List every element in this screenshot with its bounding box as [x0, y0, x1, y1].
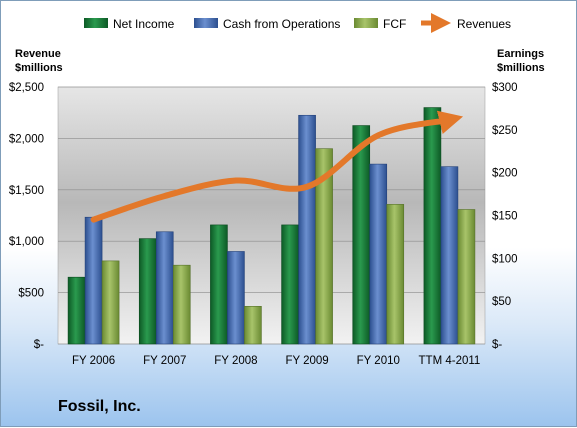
bar-fcf: [101, 260, 120, 345]
gridlines: [58, 86, 485, 345]
right-axis-title-line1: Earnings: [497, 48, 544, 60]
revenue-line-group: [90, 110, 464, 223]
legend-swatch-fcf: [354, 18, 378, 28]
bar-cash-from-operations: [369, 163, 388, 345]
left-axis-title-line1: Revenue: [15, 48, 61, 60]
bar-cash-from-operations: [298, 114, 316, 345]
right-tick-label: $-: [492, 339, 502, 351]
company-name: Fossil, Inc.: [58, 398, 141, 415]
left-tick-label: $2,000: [9, 133, 44, 145]
bar-net-income: [67, 276, 86, 345]
legend-label-revenues: Revenues: [457, 17, 511, 31]
bar-fcf: [386, 204, 405, 345]
right-tick-label: $250: [492, 125, 518, 137]
legend-label-cash-from-operations: Cash from Operations: [223, 17, 340, 31]
bar-fcf: [315, 148, 333, 345]
legend-label-net-income: Net Income: [113, 17, 175, 31]
x-tick-label: FY 2009: [285, 355, 328, 367]
legend: Net Income Cash from Operations FCF Reve…: [84, 13, 511, 33]
x-tick-labels: FY 2006 FY 2007 FY 2008 FY 2009 FY 2010 TTM 4…: [72, 355, 480, 367]
bar-fcf: [244, 306, 262, 345]
legend-swatch-net-income: [84, 18, 108, 28]
x-tick-label: FY 2010: [357, 355, 400, 367]
right-tick-label: $50: [492, 296, 511, 308]
bar-net-income: [423, 107, 442, 345]
right-tick-label: $200: [492, 168, 518, 180]
bar-cash-from-operations: [440, 166, 459, 345]
right-axis-ticks: $- $50 $100 $150 $200 $250 $300: [492, 82, 518, 351]
bar-cash-from-operations: [155, 231, 174, 345]
bar-cash-from-operations: [84, 216, 103, 345]
left-tick-label: $-: [34, 339, 44, 351]
bar-net-income: [281, 224, 299, 345]
legend-label-fcf: FCF: [383, 17, 406, 31]
left-axis-title-line2: $millions: [15, 62, 63, 74]
left-tick-label: $1,500: [9, 185, 44, 197]
revenues-line: [90, 110, 464, 223]
bar-fcf: [172, 264, 191, 345]
left-axis-ticks: $- $500 $1,000 $1,500 $2,000 $2,500: [9, 82, 44, 351]
bar-net-income: [210, 224, 228, 345]
plot-area: [57, 86, 486, 345]
right-axis-title-line2: $millions: [497, 62, 545, 74]
bar-net-income: [138, 238, 157, 345]
bar-fcf: [457, 209, 476, 345]
bar-cash-from-operations: [227, 251, 245, 345]
left-tick-label: $500: [18, 288, 44, 300]
right-tick-label: $300: [492, 82, 518, 94]
x-tick-label: FY 2008: [214, 355, 257, 367]
x-tick-label: FY 2006: [72, 355, 115, 367]
x-tick-label: FY 2007: [143, 355, 186, 367]
left-tick-label: $2,500: [9, 82, 44, 94]
right-tick-label: $150: [492, 211, 518, 223]
legend-swatch-cash-from-operations: [194, 18, 218, 28]
x-tick-label: TTM 4-2011: [419, 355, 481, 367]
right-tick-label: $100: [492, 253, 518, 265]
left-tick-label: $1,000: [9, 236, 44, 248]
bars-group: [67, 107, 476, 345]
bar-net-income: [352, 125, 371, 345]
